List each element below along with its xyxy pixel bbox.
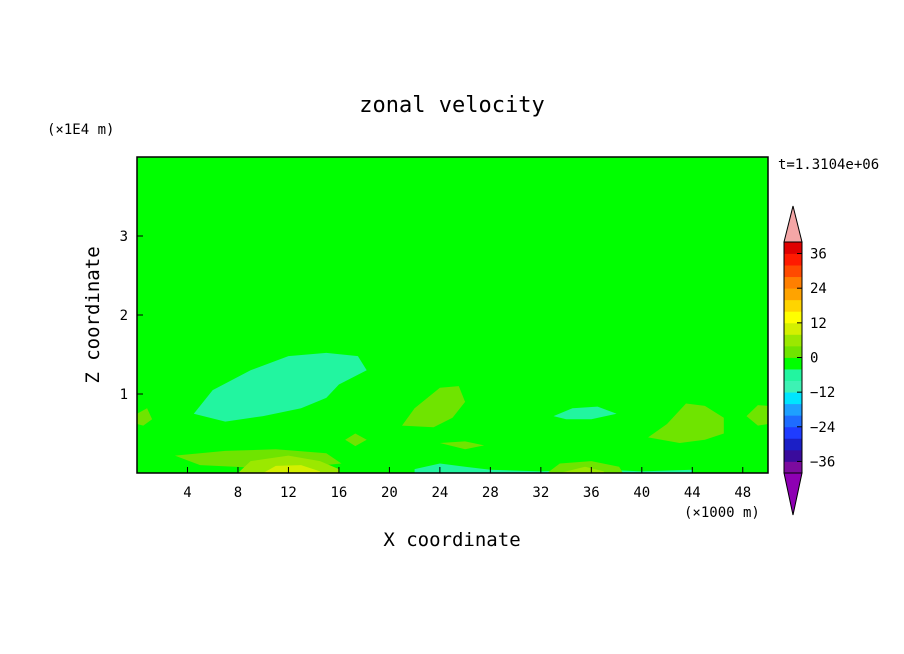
colorbar-swatch	[784, 449, 802, 462]
contour-region-16	[439, 441, 485, 450]
colorbar-swatch	[784, 253, 802, 266]
colorbar-swatch	[784, 288, 802, 301]
y-axis-label: Z coordinate	[82, 246, 104, 383]
x-tick-label: 32	[532, 485, 549, 501]
chart-title: zonal velocity	[359, 93, 544, 118]
contour-region-8	[553, 406, 617, 420]
contour-region-1	[414, 157, 743, 201]
colorbar-swatch	[784, 461, 802, 474]
colorbar-swatch	[784, 392, 802, 405]
colorbar-low-arrow	[783, 472, 803, 516]
colorbar-swatch	[784, 334, 802, 347]
colorbar-swatch	[784, 369, 802, 381]
colorbar-swatch	[784, 311, 802, 324]
x-tick-label: 28	[482, 485, 499, 501]
colorbar-tick-label: −24	[810, 420, 835, 436]
x-unit-label: (×1000 m)	[684, 505, 760, 521]
contour-region-4	[559, 271, 728, 308]
contour-region-6	[667, 341, 718, 355]
y-tick-label: 1	[120, 387, 128, 403]
colorbar-swatch	[784, 265, 802, 278]
colorbar-swatch	[784, 380, 802, 393]
contour-region-7	[193, 352, 367, 422]
y-tick-label: 3	[120, 229, 128, 245]
colorbar-swatch	[784, 438, 802, 451]
contour-region-11	[648, 403, 724, 443]
colorbar-swatch	[784, 242, 802, 254]
x-tick-label: 20	[381, 485, 398, 501]
time-label: t=1.3104e+06	[778, 157, 879, 173]
x-tick-label: 12	[280, 485, 297, 501]
x-tick-label: 24	[431, 485, 448, 501]
colorbar-tick-label: −36	[810, 454, 835, 470]
colorbar-tick-label: −12	[810, 385, 835, 401]
contour-region-0	[137, 196, 768, 264]
colorbar-swatch	[784, 357, 802, 370]
x-tick-label: 44	[684, 485, 701, 501]
colorbar-swatch	[784, 345, 802, 358]
x-tick-label: 8	[234, 485, 242, 501]
y-unit-label: (×1E4 m)	[47, 122, 114, 138]
contour-region-15	[345, 433, 367, 447]
colorbar: 36 24 12 0 −12 −24 −36	[783, 205, 835, 516]
contour-region-17	[137, 408, 153, 426]
colorbar-high-arrow	[783, 205, 803, 243]
contour-regions	[137, 157, 768, 473]
x-axis-ticks: 4 8 12 16 20 24 28 32 36 40 44 48	[183, 467, 751, 501]
contour-region-20	[263, 465, 320, 473]
colorbar-tick-label: 12	[810, 316, 827, 332]
colorbar-swatch	[784, 276, 802, 289]
contour-region-19	[559, 466, 604, 473]
colorbar-swatch	[784, 299, 802, 312]
colorbar-tick-label: 24	[810, 281, 827, 297]
y-axis-ticks: 1 2 3	[120, 229, 143, 403]
contour-region-10	[402, 386, 466, 428]
contour-region-18	[238, 455, 339, 473]
x-tick-label: 4	[183, 485, 191, 501]
colorbar-swatch	[784, 426, 802, 439]
contour-region-12	[746, 405, 768, 426]
colorbar-swatch	[784, 415, 802, 428]
x-tick-label: 40	[633, 485, 650, 501]
contour-region-9	[414, 463, 693, 473]
y-tick-label: 2	[120, 308, 128, 324]
x-tick-label: 16	[330, 485, 347, 501]
colorbar-swatch	[784, 403, 802, 416]
colorbar-tick-label: 0	[810, 351, 818, 367]
colorbar-tick-label: 36	[810, 247, 827, 263]
x-axis-label: X coordinate	[383, 529, 520, 551]
colorbar-swatch	[784, 322, 802, 335]
x-tick-label: 36	[583, 485, 600, 501]
x-tick-label: 48	[734, 485, 751, 501]
